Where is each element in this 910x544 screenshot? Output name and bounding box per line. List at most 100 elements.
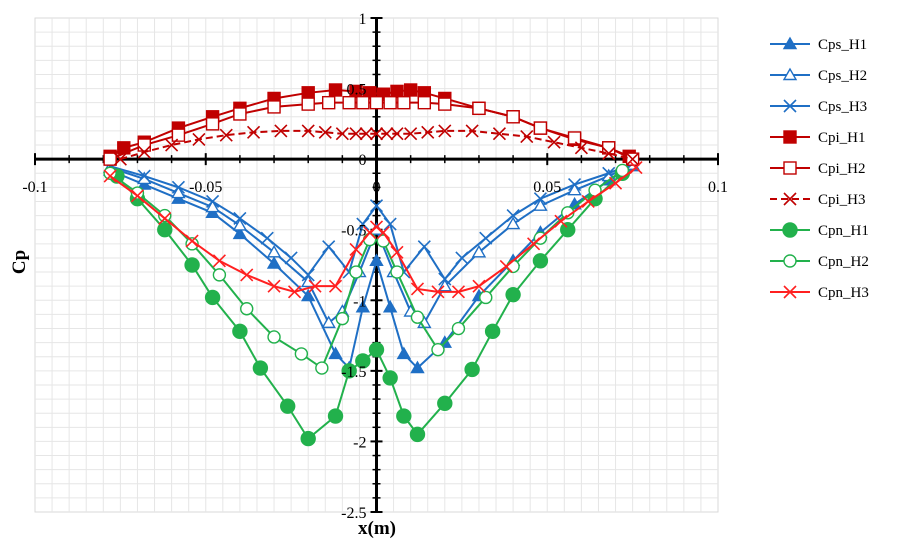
legend-label: Cpi_H3 [818,192,866,208]
data-point [506,110,520,124]
data-point [506,209,520,223]
data-point [783,285,797,299]
data-point [280,398,296,414]
y-tick-label: -1.5 [341,364,366,381]
data-point [113,152,127,166]
data-point [397,95,411,110]
data-point [212,254,226,268]
data-point [376,225,390,240]
data-point [380,127,394,141]
data-point [349,84,363,99]
data-point [472,279,486,293]
x-tick-label: 0 [373,179,381,196]
data-point [783,192,797,206]
data-point [322,240,336,254]
data-point [103,169,117,183]
data-point [382,299,398,313]
data-point [266,256,282,269]
data-point [233,107,247,121]
data-point [615,163,630,178]
data-point [130,189,145,203]
data-point [505,286,521,303]
x-tick-label: 0.05 [533,179,561,196]
data-point [409,426,426,443]
data-point [184,257,200,273]
data-point [301,97,315,111]
data-point [205,117,220,131]
data-point [404,127,418,141]
data-point [492,127,507,141]
data-point [783,161,797,175]
data-point [321,315,336,329]
data-point [342,95,356,110]
data-point [782,67,798,81]
data-point [240,268,254,282]
data-point [204,289,221,306]
data-point [369,253,384,266]
data-point [137,169,151,183]
data-point [567,131,582,145]
data-point [520,129,534,144]
y-tick-label: -0.5 [341,223,366,240]
data-point [782,222,798,238]
data-point [417,95,432,110]
data-point [232,218,248,231]
legend-item: Cpi_H3 [770,192,866,208]
data-point [335,127,349,141]
data-point [608,176,623,190]
data-point [130,186,145,200]
data-point [567,182,582,196]
series-cpi-h3 [113,124,640,166]
data-point [240,302,254,316]
series-group [102,83,643,447]
data-point [629,161,643,175]
legend-label: Cpn_H3 [818,285,869,301]
data-point [626,152,640,166]
legend-label: Cps_H1 [818,37,867,53]
data-point [455,251,469,265]
data-point [369,220,384,234]
data-point [383,217,397,231]
data-point [533,121,548,135]
data-point [390,127,404,141]
data-point [359,127,373,141]
data-point [137,145,151,159]
legend-label: Cpi_H2 [818,161,866,177]
data-point [328,83,343,97]
data-point [315,361,329,375]
data-point [103,152,117,166]
data-point [431,342,445,357]
data-point [382,370,398,386]
data-point [301,86,315,100]
data-point [266,244,282,258]
data-point [260,231,274,245]
x-axis-title: x(m) [358,518,396,539]
data-point [421,125,435,139]
data-point [206,194,220,209]
legend-item: Cps_H1 [770,36,867,53]
data-point [232,226,248,240]
data-point [451,285,466,299]
data-point [300,430,316,447]
data-point [547,135,561,149]
data-point [438,97,452,111]
tick-labels: -0.1 -0.05 0 0.05 0.1 1 0.5 0 -0.5 -1 -1.5 -2 -2.5 [22,11,728,522]
data-point [341,363,357,379]
data-point [232,323,248,340]
data-point [356,95,370,110]
data-point [267,330,281,344]
data-point [464,361,480,378]
data-point [410,310,425,324]
data-point [390,265,404,279]
y-axis-title: Cp [9,250,30,274]
data-point [499,259,513,273]
data-point [171,180,185,194]
x-tick-label: 0.1 [708,179,728,196]
data-point [410,282,425,296]
y-tick-label: -1 [353,293,366,310]
data-point [287,285,302,299]
data-point [471,244,487,258]
data-point [533,198,548,211]
data-point [171,185,186,199]
data-point [137,138,151,152]
